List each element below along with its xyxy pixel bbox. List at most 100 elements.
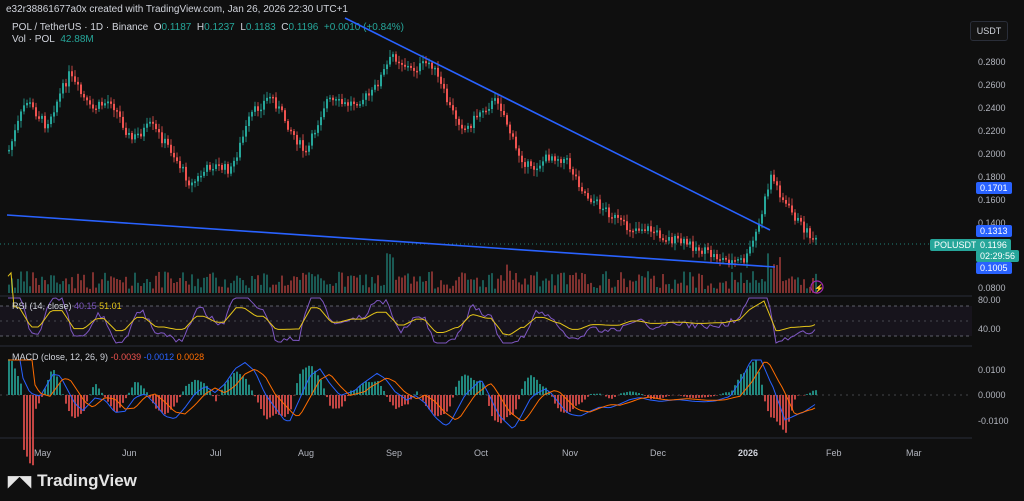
volume-label[interactable]: Vol · POL — [12, 34, 55, 45]
volume-bar — [701, 274, 703, 293]
candle-body — [785, 199, 787, 204]
candle-body — [449, 102, 451, 106]
macd-hist-bar — [95, 384, 97, 395]
currency-button[interactable]: USDT — [970, 21, 1008, 41]
volume-bar — [674, 279, 676, 293]
candle-body — [590, 198, 592, 203]
volume-bar — [449, 288, 451, 293]
macd-hist-bar — [638, 393, 640, 395]
macd-label[interactable]: MACD (close, 12, 26, 9) — [12, 352, 109, 362]
candle-body — [92, 104, 94, 109]
candle-body — [59, 93, 61, 102]
volume-bar — [644, 277, 646, 293]
candle-body — [440, 76, 442, 84]
tradingview-logo[interactable]: ◤◥ TradingView — [8, 471, 137, 491]
volume-bar — [791, 276, 793, 293]
macd-hist-bar — [317, 375, 319, 395]
candle-body — [32, 102, 34, 108]
volume-bar — [548, 280, 550, 293]
volume-bar — [812, 278, 814, 293]
macd-hist-bar — [296, 383, 298, 395]
candle-body — [494, 98, 496, 101]
macd-hist-bar — [467, 375, 469, 395]
volume-bar — [695, 287, 697, 293]
macd-hist-bar — [626, 392, 628, 395]
macd-hist-bar — [269, 395, 271, 418]
macd-hist-bar — [719, 394, 721, 395]
candle-body — [353, 101, 355, 105]
candle-body — [458, 118, 460, 125]
volume-bar — [779, 257, 781, 293]
volume-bar — [272, 284, 274, 293]
candle-body — [665, 240, 667, 242]
volume-bar — [497, 278, 499, 293]
candle-body — [428, 62, 430, 65]
macd-hist-bar — [653, 395, 655, 399]
candle-body — [677, 235, 679, 239]
candle-body — [683, 238, 685, 244]
candle-body — [575, 174, 577, 177]
rsi-axis-label: 40.00 — [978, 324, 1001, 334]
volume-bar — [752, 271, 754, 293]
volume-bar — [104, 272, 106, 293]
candle-body — [110, 101, 112, 104]
volume-bar — [200, 287, 202, 293]
candle-body — [200, 175, 202, 178]
close-label: C — [281, 22, 289, 33]
volume-bars — [8, 253, 817, 293]
macd-hist-bar — [263, 395, 265, 416]
macd-hist-bar — [230, 376, 232, 395]
macd-hist-bar — [686, 395, 688, 398]
macd-hist-bar — [446, 395, 448, 412]
candle-body — [608, 207, 610, 218]
candle-body — [461, 124, 463, 129]
candle-body — [257, 106, 259, 111]
macd-hist-bar — [143, 388, 145, 395]
candle-body — [584, 191, 586, 194]
candle-body — [551, 156, 553, 161]
macd-hist-bar — [221, 389, 223, 395]
volume-bar — [425, 280, 427, 293]
volume-bar — [62, 281, 64, 293]
volume-bar — [41, 276, 43, 293]
rsi-label[interactable]: RSI (14, close) — [12, 301, 72, 311]
candle-body — [662, 238, 664, 241]
volume-bar — [266, 274, 268, 293]
volume-bar — [803, 279, 805, 293]
volume-bar — [158, 271, 160, 293]
macd-axis-label: 0.0000 — [978, 390, 1006, 400]
volume-bar — [554, 285, 556, 293]
candle-body — [416, 70, 418, 73]
candle-body — [803, 221, 805, 233]
volume-bar — [95, 287, 97, 293]
volume-bar — [401, 277, 403, 293]
macd-hist-bar — [23, 395, 25, 450]
volume-bar — [248, 287, 250, 293]
macd-hist-bar — [86, 395, 88, 402]
candle-body — [95, 108, 97, 111]
symbol-name[interactable]: POL / TetherUS · 1D · Binance — [12, 22, 149, 33]
candle-body — [116, 110, 118, 112]
macd-hist-bar — [161, 395, 163, 413]
volume-bar — [770, 268, 772, 293]
macd-hist-bar — [500, 395, 502, 424]
volume-bar — [23, 281, 25, 293]
macd-hist-bar — [656, 395, 658, 399]
volume-bar — [224, 279, 226, 293]
candle-body — [473, 115, 475, 128]
macd-hist-bar — [116, 395, 118, 413]
candle-body — [65, 83, 67, 87]
macd-hist-bar — [563, 395, 565, 413]
candle-body — [71, 71, 73, 77]
open-value: 0.1187 — [161, 22, 192, 33]
macd-hist-bar — [191, 381, 193, 395]
volume-bar — [662, 274, 664, 293]
macd-hist-bar — [218, 395, 220, 396]
candle-body — [800, 217, 802, 222]
volume-bar — [161, 287, 163, 293]
volume-bar — [44, 280, 46, 293]
volume-bar — [338, 271, 340, 293]
volume-bar — [80, 280, 82, 293]
volume-bar — [743, 283, 745, 293]
